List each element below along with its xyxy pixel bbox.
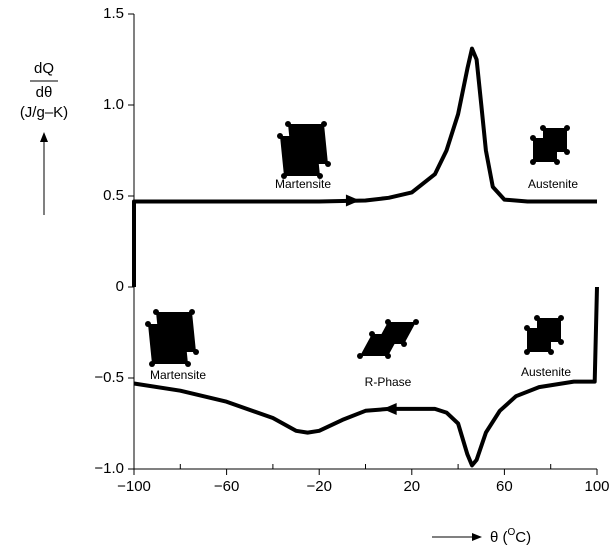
r-phase-icon bbox=[357, 319, 419, 359]
martensite-icon bbox=[145, 309, 199, 367]
y-label: dθ bbox=[36, 84, 53, 101]
data-line bbox=[133, 286, 599, 468]
y-tick-label: 1.0 bbox=[103, 96, 124, 113]
annotation: Austenite bbox=[521, 365, 571, 379]
data-line bbox=[132, 46, 597, 287]
y-label: (J/g–K) bbox=[20, 104, 68, 121]
x-tick-label: −60 bbox=[214, 478, 239, 495]
annotation: R-Phase bbox=[365, 375, 412, 389]
y-tick-label: 1.5 bbox=[103, 5, 124, 22]
austenite-icon bbox=[524, 315, 564, 355]
x-arrow-head bbox=[472, 533, 482, 541]
y-arrow-head bbox=[40, 132, 48, 142]
x-tick-label: 60 bbox=[496, 478, 513, 495]
x-label-part: C) bbox=[515, 529, 531, 546]
direction-arrow bbox=[345, 194, 360, 207]
y-tick-label: −1.0 bbox=[94, 460, 124, 477]
annotation: Austenite bbox=[528, 177, 578, 191]
annotation: Martensite bbox=[275, 177, 331, 191]
y-tick-label: 0.5 bbox=[103, 187, 124, 204]
x-tick-label: 100 bbox=[584, 478, 609, 495]
x-label-sup: O bbox=[508, 527, 516, 538]
martensite-icon bbox=[277, 121, 331, 179]
x-tick-label: −20 bbox=[306, 478, 331, 495]
crystal-icons bbox=[145, 121, 570, 367]
x-tick-label: 20 bbox=[403, 478, 420, 495]
austenite-icon bbox=[530, 125, 570, 165]
x-label: θ (OC) bbox=[490, 527, 531, 546]
x-label-part: θ ( bbox=[490, 529, 508, 546]
annotation: Martensite bbox=[150, 368, 206, 382]
y-label: dQ bbox=[34, 60, 54, 77]
y-tick-label: −0.5 bbox=[94, 369, 124, 386]
direction-arrow bbox=[382, 402, 397, 415]
x-tick-label: −100 bbox=[117, 478, 151, 495]
y-tick-label: 0 bbox=[116, 278, 124, 295]
